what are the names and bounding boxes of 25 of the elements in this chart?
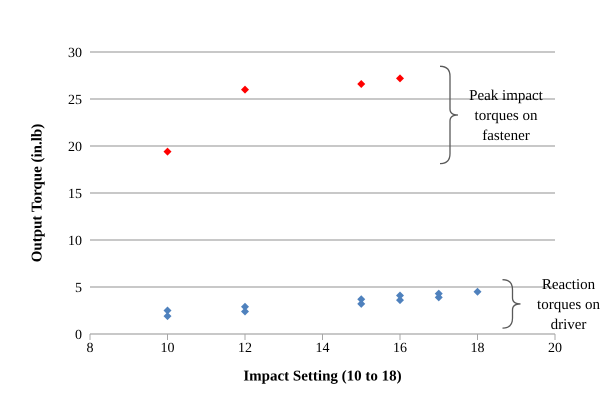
point xyxy=(164,306,172,314)
annotation: Reaction torques on driver xyxy=(537,276,600,333)
y-tick-label: 10 xyxy=(68,234,82,249)
x-tick-label: 10 xyxy=(160,340,174,356)
x-tick-label: 20 xyxy=(548,340,562,356)
x-axis-title: Impact Setting (10 to 18) xyxy=(243,368,402,385)
x-tick-label: 12 xyxy=(238,340,252,356)
point xyxy=(357,80,366,88)
y-tick-label: 15 xyxy=(68,186,82,202)
x-tick-label: 16 xyxy=(393,340,407,356)
annotation: Peak impact torques on fastener xyxy=(469,88,544,144)
x-tick-label: 18 xyxy=(470,340,484,356)
y-tick-label: 25 xyxy=(68,92,82,108)
x-tick-label: 8 xyxy=(86,340,94,356)
point xyxy=(241,86,249,94)
point xyxy=(164,148,172,156)
y-tick-label: 30 xyxy=(68,46,82,61)
x-tick-label: 14 xyxy=(316,340,330,356)
point xyxy=(474,288,482,296)
y-tick-label: 5 xyxy=(75,280,82,296)
y-tick-label: 0 xyxy=(75,328,82,343)
point xyxy=(396,74,404,82)
y-tick-label: 20 xyxy=(68,140,82,155)
y-axis-title: Output Torque (in.lb) xyxy=(29,124,46,262)
point xyxy=(164,312,172,320)
